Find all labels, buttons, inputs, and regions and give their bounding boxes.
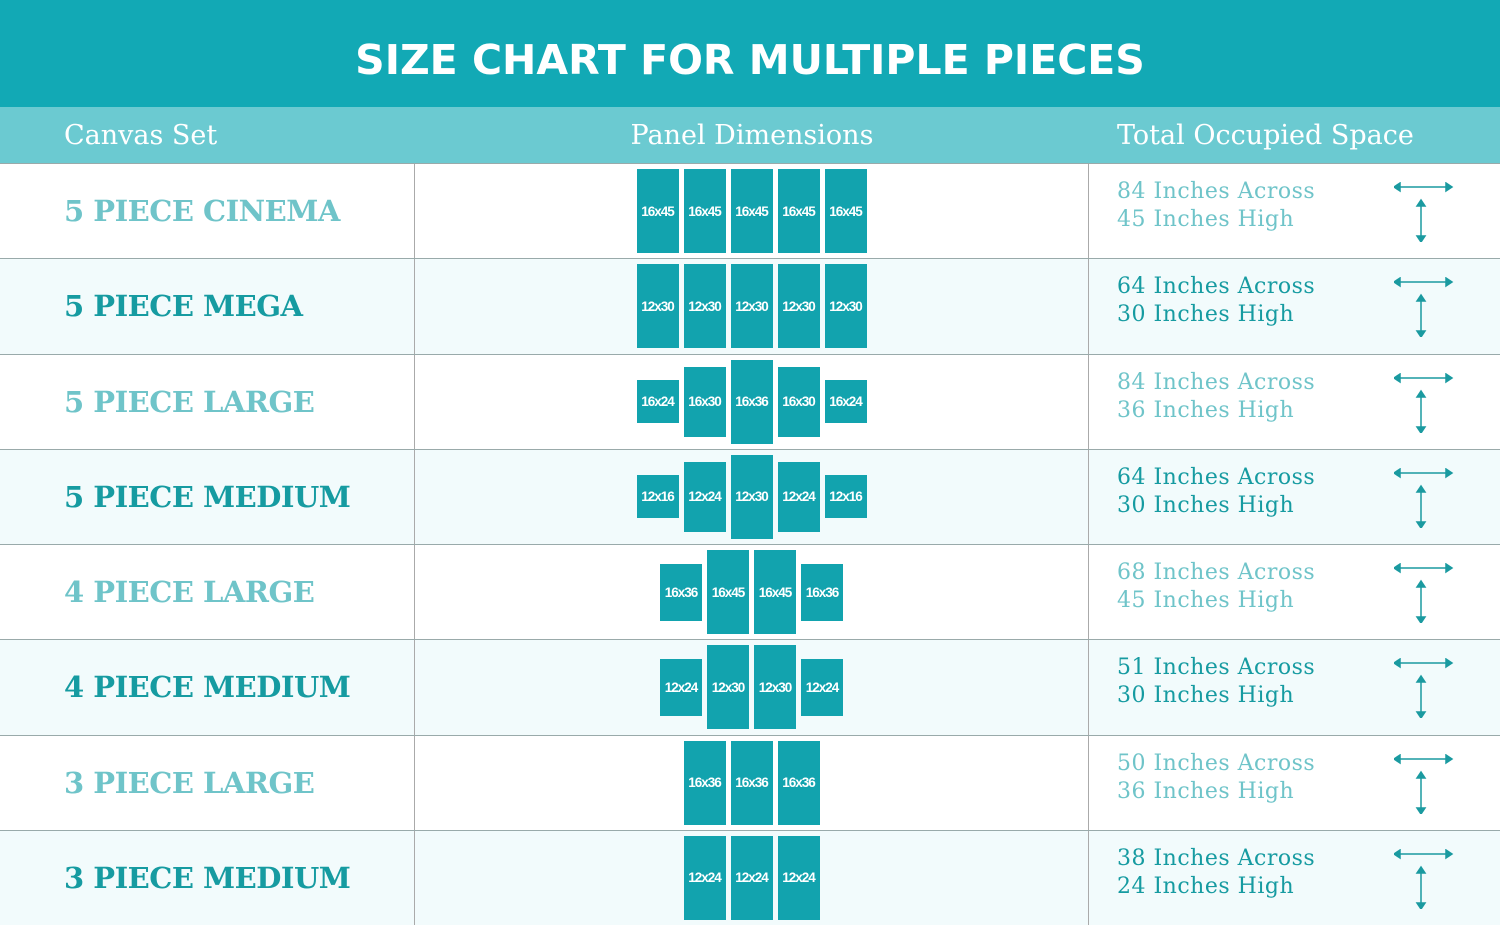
table-row: 4 PIECE LARGE 16x36 16x45 16x45 16x36 68 In… [0, 544, 1500, 640]
panel: 16x45 [824, 169, 867, 254]
panel-layout: 16x45 16x45 16x45 16x45 16x45 [415, 164, 1089, 259]
table-row: 3 PIECE LARGE 16x36 16x36 16x36 50 Inches … [0, 734, 1500, 830]
panel-layout: 12x24 12x30 12x30 12x24 [415, 640, 1089, 735]
canvas-set-name: 3 PIECE MEDIUM [0, 830, 415, 925]
table-row: 5 PIECE LARGE 16x24 16x30 16x36 16x30 16x24 … [0, 353, 1500, 449]
panel: 16x36 [730, 359, 773, 444]
panel: 16x24 [636, 380, 679, 424]
panel: 12x24 [683, 461, 726, 532]
header-total-space: Total Occupied Space [1117, 119, 1414, 151]
panel-layout: 16x36 16x36 16x36 [415, 735, 1089, 830]
canvas-set-name: 3 PIECE LARGE [0, 735, 415, 830]
panel: 12x30 [730, 264, 773, 349]
occupied-space: 51 Inches Across 30 Inches High [1089, 640, 1500, 734]
height-text: 30 Inches High [1117, 683, 1295, 709]
width-text: 50 Inches Across [1117, 750, 1316, 776]
panel: 12x24 [777, 835, 820, 920]
dimension-arrows-icon [1394, 848, 1454, 909]
canvas-set-name: 5 PIECE LARGE [0, 354, 415, 449]
width-text: 64 Inches Across [1117, 274, 1316, 300]
panel: 16x36 [777, 740, 820, 825]
canvas-set-name: 5 PIECE MEGA [0, 259, 415, 354]
canvas-set-name: 4 PIECE MEDIUM [0, 640, 415, 735]
panel: 16x36 [730, 740, 773, 825]
width-text: 38 Inches Across [1117, 845, 1316, 871]
panel: 16x45 [683, 169, 726, 254]
panel: 16x24 [824, 380, 867, 424]
dimension-arrows-icon [1394, 182, 1454, 242]
width-text: 68 Inches Across [1117, 560, 1316, 585]
table-row: 5 PIECE CINEMA 16x45 16x45 16x45 16x45 16x45… [0, 163, 1500, 259]
panel: 16x45 [707, 550, 749, 635]
panel: 16x30 [777, 366, 820, 437]
occupied-space: 50 Inches Across 36 Inches High [1089, 736, 1500, 830]
width-text: 64 Inches Across [1117, 464, 1316, 490]
page-title: SIZE CHART FOR MULTIPLE PIECES [0, 0, 1500, 107]
panel: 12x24 [777, 461, 820, 532]
height-text: 36 Inches High [1117, 778, 1295, 804]
size-table: 5 PIECE CINEMA 16x45 16x45 16x45 16x45 16x45… [0, 163, 1500, 925]
panel: 16x36 [801, 563, 843, 621]
table-row: 3 PIECE MEDIUM 12x24 12x24 12x24 38 Inches… [0, 829, 1500, 925]
dimension-arrows-icon [1394, 467, 1454, 528]
table-row: 5 PIECE MEDIUM 12x16 12x24 12x30 12x24 12x16… [0, 448, 1500, 544]
height-text: 45 Inches High [1117, 207, 1295, 232]
panel: 12x30 [683, 264, 726, 349]
panel: 16x30 [683, 366, 726, 437]
panel: 16x45 [730, 169, 773, 254]
header-canvas-set: Canvas Set [64, 119, 218, 151]
panel-layout: 12x30 12x30 12x30 12x30 12x30 [415, 259, 1089, 354]
header-panel-dimensions: Panel Dimensions [630, 119, 874, 151]
occupied-space: 64 Inches Across 30 Inches High [1089, 259, 1500, 353]
occupied-space: 68 Inches Across 45 Inches High [1089, 545, 1500, 639]
panel-layout: 12x24 12x24 12x24 [415, 830, 1089, 925]
panel-layout: 12x16 12x24 12x30 12x24 12x16 [415, 449, 1089, 544]
panel: 16x45 [777, 169, 820, 254]
panel: 12x24 [730, 835, 773, 920]
canvas-set-name: 4 PIECE LARGE [0, 545, 415, 640]
width-text: 84 Inches Across [1117, 369, 1316, 395]
panel: 12x30 [636, 264, 679, 349]
width-text: 84 Inches Across [1117, 179, 1316, 204]
dimension-arrows-icon [1394, 563, 1454, 623]
panel: 12x30 [707, 645, 749, 730]
panel: 12x24 [660, 658, 702, 716]
table-row: 4 PIECE MEDIUM 12x24 12x30 12x30 12x24 51 I… [0, 639, 1500, 735]
height-text: 36 Inches High [1117, 397, 1295, 423]
panel: 16x36 [683, 740, 726, 825]
panel: 12x16 [824, 475, 867, 519]
panel-layout: 16x24 16x30 16x36 16x30 16x24 [415, 354, 1089, 449]
height-text: 45 Inches High [1117, 588, 1295, 613]
canvas-set-name: 5 PIECE MEDIUM [0, 449, 415, 544]
panel: 12x30 [754, 645, 796, 730]
dimension-arrows-icon [1394, 658, 1454, 719]
panel-layout: 16x36 16x45 16x45 16x36 [415, 545, 1089, 640]
canvas-set-name: 5 PIECE CINEMA [0, 164, 415, 259]
occupied-space: 64 Inches Across 30 Inches High [1089, 450, 1500, 544]
panel: 12x16 [636, 475, 679, 519]
occupied-space: 84 Inches Across 45 Inches High [1089, 164, 1500, 258]
panel: 12x30 [777, 264, 820, 349]
dimension-arrows-icon [1394, 753, 1454, 814]
panel: 16x45 [636, 169, 679, 254]
panel: 12x30 [730, 454, 773, 539]
height-text: 30 Inches High [1117, 492, 1295, 518]
panel: 12x24 [801, 658, 843, 716]
panel: 16x45 [754, 550, 796, 635]
panel: 12x24 [683, 835, 726, 920]
width-text: 51 Inches Across [1117, 655, 1316, 681]
table-row: 5 PIECE MEGA 12x30 12x30 12x30 12x30 12x30 6… [0, 258, 1500, 354]
occupied-space: 84 Inches Across 36 Inches High [1089, 355, 1500, 449]
dimension-arrows-icon [1394, 277, 1454, 338]
height-text: 24 Inches High [1117, 873, 1295, 899]
dimension-arrows-icon [1394, 372, 1454, 433]
table-header: Canvas Set Panel Dimensions Total Occupi… [0, 107, 1500, 163]
panel: 16x36 [660, 563, 702, 621]
occupied-space: 38 Inches Across 24 Inches High [1089, 831, 1500, 925]
panel: 12x30 [824, 264, 867, 349]
height-text: 30 Inches High [1117, 302, 1295, 328]
